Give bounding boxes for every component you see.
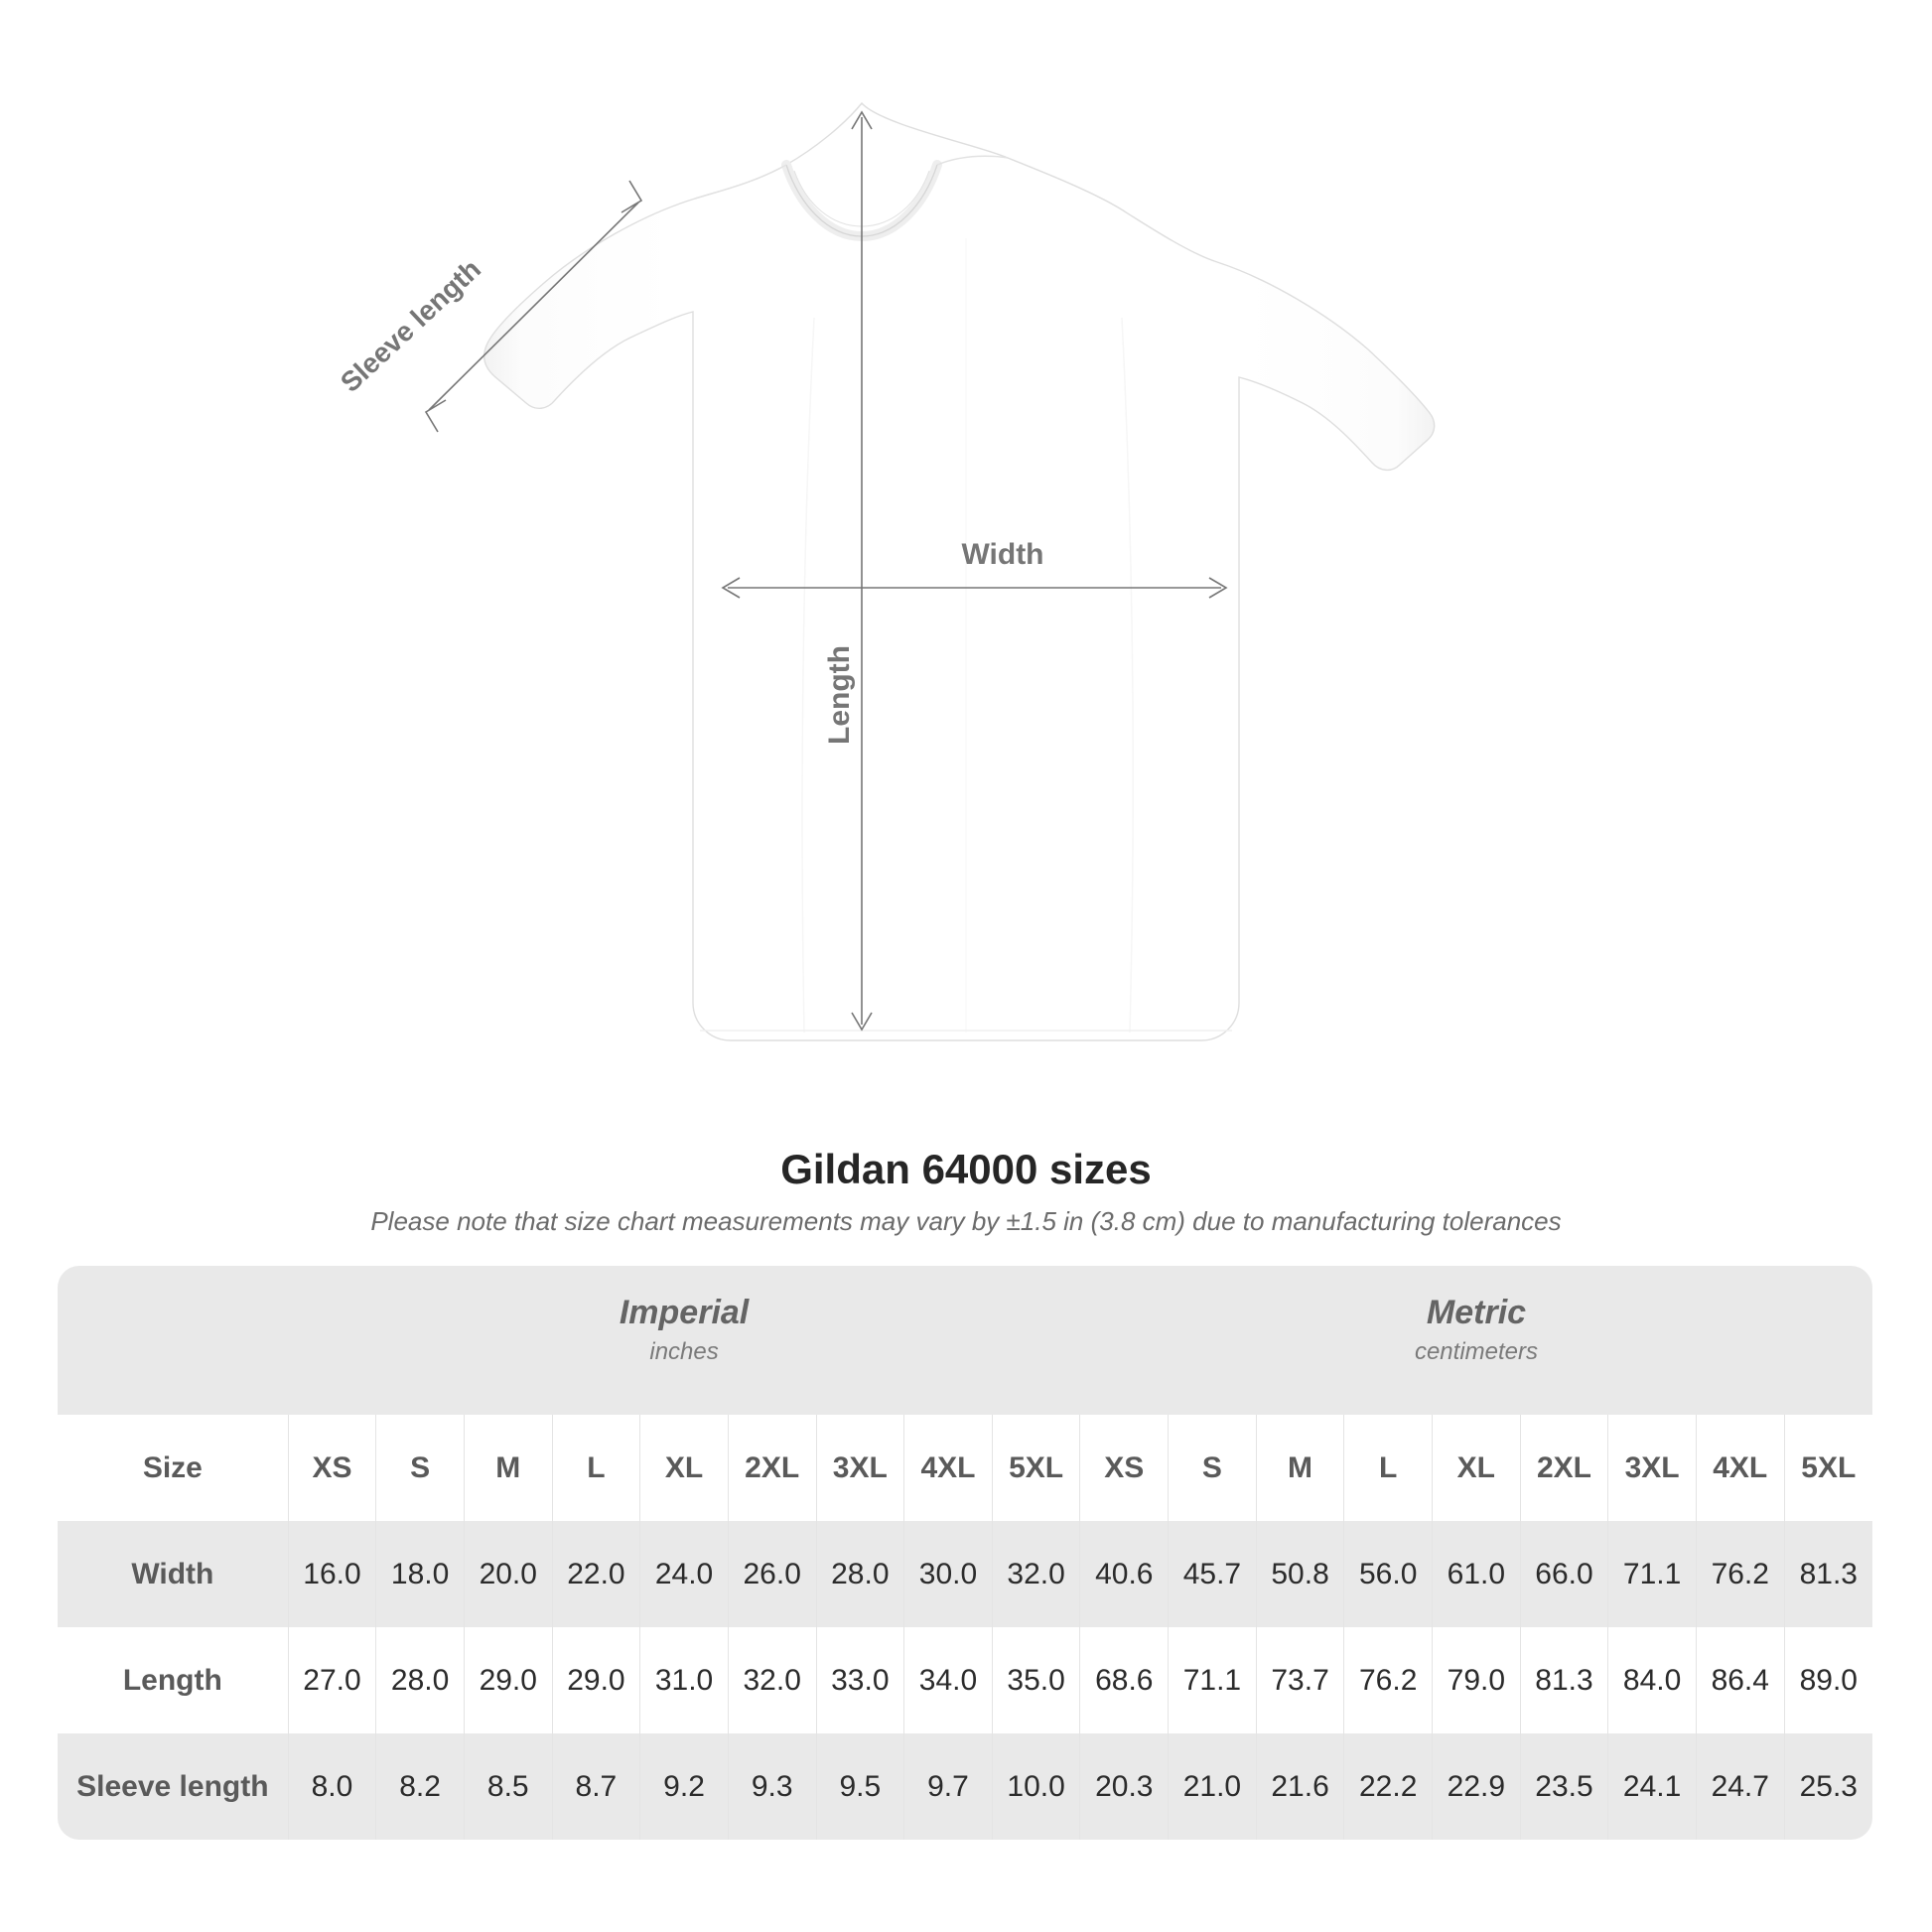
svg-text:Width: Width — [961, 538, 1043, 571]
svg-text:Length: Length — [823, 645, 856, 745]
